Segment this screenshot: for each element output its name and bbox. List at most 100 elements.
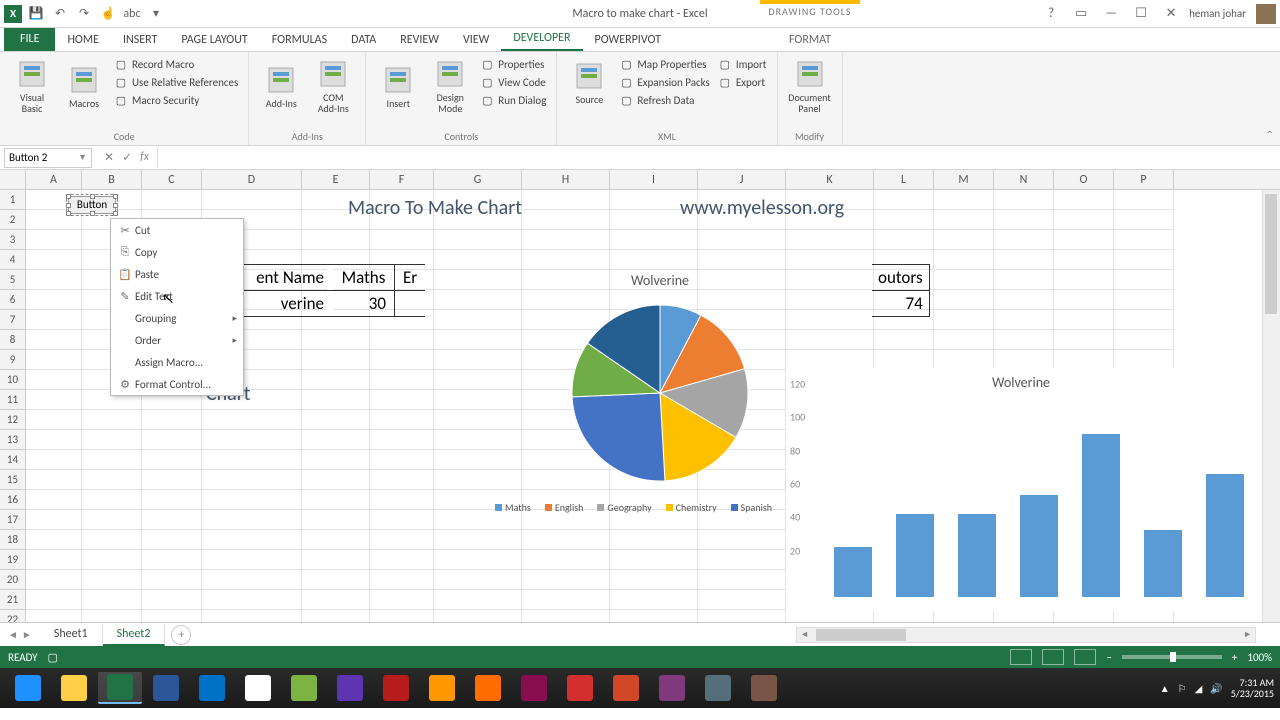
ribbon-tab-formulas[interactable]: FORMULAS [260,29,339,51]
cell[interactable] [1114,350,1174,370]
cell[interactable] [142,510,202,530]
cell[interactable] [302,470,370,490]
column-header[interactable]: E [302,170,370,189]
view-pagebreak-icon[interactable] [1074,649,1096,665]
table-cell[interactable]: 30 [333,291,395,317]
cell[interactable] [370,330,434,350]
ribbon-options-icon[interactable]: ▭ [1069,4,1093,24]
cell[interactable] [370,430,434,450]
cell[interactable] [302,450,370,470]
context-menu-item[interactable]: 📋Paste [111,263,243,285]
taskbar-app-vlc[interactable] [466,672,510,704]
cell[interactable] [26,350,82,370]
cell[interactable] [1114,330,1174,350]
cell[interactable] [698,590,786,610]
cell[interactable] [82,470,142,490]
cell[interactable] [202,610,302,622]
cell[interactable] [994,290,1054,310]
row-header[interactable]: 9 [0,350,26,370]
cell[interactable] [1114,230,1174,250]
cell[interactable] [202,490,302,510]
cell[interactable] [142,410,202,430]
taskbar-app-store[interactable] [328,672,372,704]
cell[interactable] [202,430,302,450]
ribbon-tab-review[interactable]: REVIEW [388,29,451,51]
cell[interactable] [610,250,698,270]
cell[interactable] [26,390,82,410]
cell[interactable] [934,330,994,350]
context-menu-item[interactable]: Grouping▸ [111,307,243,329]
ribbon-tab-format[interactable]: FORMAT [760,29,860,51]
formula-input[interactable] [157,148,1280,168]
cell[interactable] [522,570,610,590]
row-header[interactable]: 12 [0,410,26,430]
taskbar-app-word[interactable] [144,672,188,704]
cell[interactable] [994,310,1054,330]
ribbon-button[interactable]: Insert [374,56,422,116]
ribbon-tab-data[interactable]: DATA [339,29,388,51]
cell[interactable] [26,430,82,450]
cell[interactable] [26,410,82,430]
taskbar-app-adobe[interactable] [374,672,418,704]
column-header[interactable]: I [610,170,698,189]
cell[interactable] [522,210,610,230]
cell[interactable] [434,250,522,270]
taskbar-app-excel[interactable] [98,672,142,704]
cell[interactable] [302,490,370,510]
cell[interactable] [434,570,522,590]
ribbon-tab-insert[interactable]: INSERT [111,29,169,51]
cell[interactable] [934,230,994,250]
cell[interactable] [370,410,434,430]
cell[interactable] [202,510,302,530]
cell[interactable] [302,330,370,350]
cell[interactable] [370,490,434,510]
cell[interactable] [202,570,302,590]
cell[interactable] [370,470,434,490]
cell[interactable] [610,230,698,250]
row-header[interactable]: 1 [0,190,26,210]
cancel-entry-icon[interactable]: ✕ [104,150,114,165]
column-header[interactable]: F [370,170,434,189]
cell[interactable] [142,470,202,490]
view-normal-icon[interactable] [1010,649,1032,665]
cell[interactable] [522,230,610,250]
cell[interactable] [142,490,202,510]
cell[interactable] [82,430,142,450]
cell[interactable] [82,450,142,470]
taskbar-clock[interactable]: 7:31 AM 5/23/2015 [1231,677,1274,699]
ribbon-button[interactable]: Visual Basic [8,56,56,116]
cell[interactable] [698,230,786,250]
ribbon-tab-powerpivot[interactable]: POWERPIVOT [583,29,673,51]
sheet-tab[interactable]: Sheet2 [103,624,166,646]
cell[interactable] [26,550,82,570]
column-header[interactable]: J [698,170,786,189]
cell[interactable] [370,390,434,410]
cell[interactable] [1054,190,1114,210]
cell[interactable] [26,570,82,590]
ribbon-item[interactable]: ▢Use Relative References [112,74,240,90]
row-header[interactable]: 6 [0,290,26,310]
taskbar-app-chrome[interactable] [236,672,280,704]
zoom-in-icon[interactable]: + [1232,651,1237,664]
cell[interactable] [202,410,302,430]
ribbon-button[interactable]: Add-Ins [257,56,305,116]
cell[interactable] [26,470,82,490]
cell[interactable] [82,550,142,570]
cell[interactable] [1054,350,1114,370]
table-cell[interactable]: 74 [872,291,929,317]
cell[interactable] [202,470,302,490]
cell[interactable] [26,590,82,610]
cell[interactable] [994,330,1054,350]
ribbon-tab-file[interactable]: FILE [4,27,55,51]
maximize-icon[interactable]: ☐ [1129,4,1153,24]
select-all-cell[interactable] [0,170,26,189]
cell[interactable] [82,490,142,510]
form-button-shape[interactable]: Button [68,196,116,214]
taskbar-app-ie[interactable] [6,672,50,704]
ribbon-item[interactable]: ▢Import [716,56,769,72]
taskbar-app-powerpoint[interactable] [604,672,648,704]
context-menu-item[interactable]: ⎘Copy [111,241,243,263]
cell[interactable] [698,570,786,590]
ribbon-item[interactable]: ▢Export [716,74,769,90]
tray-flag-icon[interactable]: ⚐ [1178,682,1187,695]
